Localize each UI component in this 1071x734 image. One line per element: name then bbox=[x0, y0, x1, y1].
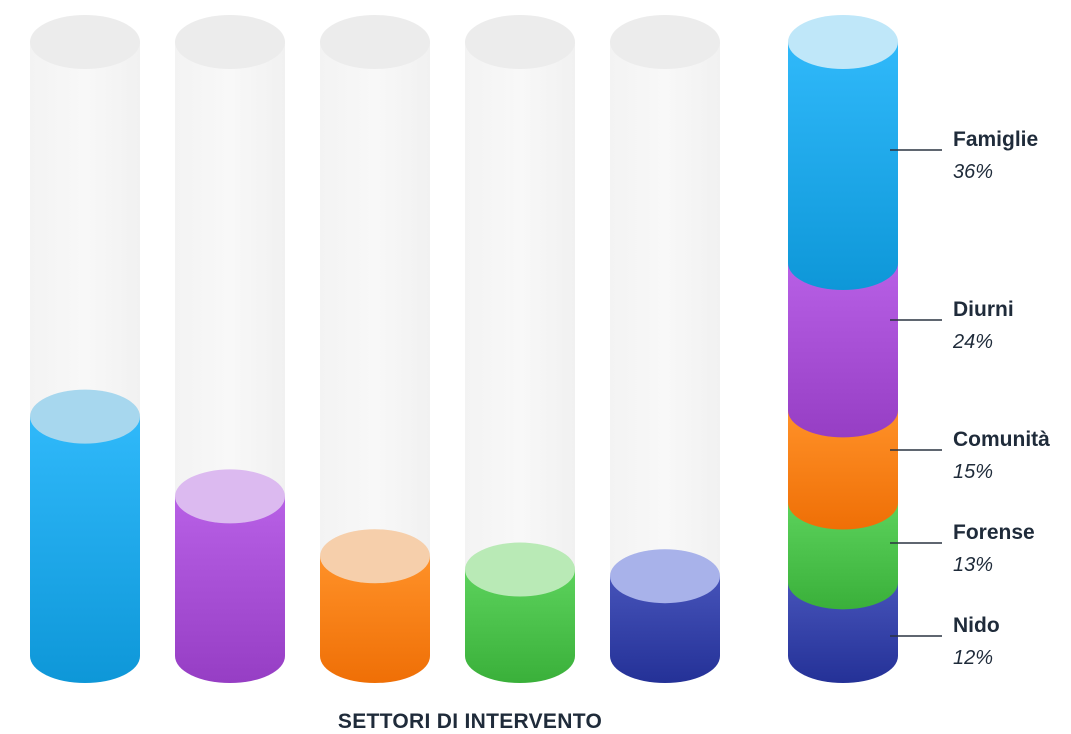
legend-value-forense: 13% bbox=[953, 554, 993, 576]
tube-body-nido bbox=[610, 42, 720, 683]
legend-value-diurni: 24% bbox=[952, 331, 993, 353]
bar-forense bbox=[465, 569, 575, 683]
bar-diurni bbox=[175, 496, 285, 683]
legend-value-comunita: 15% bbox=[953, 461, 993, 483]
tube-body-forense bbox=[465, 42, 575, 683]
stack-top-cap bbox=[788, 15, 898, 69]
legend-label-famiglie: Famiglie bbox=[953, 128, 1038, 151]
bar-nido bbox=[610, 576, 720, 683]
bar-cap-diurni bbox=[175, 469, 285, 524]
tube-top-comunita bbox=[320, 15, 430, 69]
chart-title: SETTORI DI INTERVENTO bbox=[338, 710, 602, 733]
legend-labels: Famiglie 36% Diurni 24% Comunità 15% Forense 13… bbox=[890, 128, 1050, 669]
bar-comunita bbox=[320, 556, 430, 683]
stack-segment-nido bbox=[788, 582, 898, 683]
legend-label-forense: Forense bbox=[953, 521, 1035, 544]
bar-cap-famiglie bbox=[30, 389, 140, 444]
bar-cap-comunita bbox=[320, 529, 430, 584]
legend-value-nido: 12% bbox=[953, 647, 993, 669]
tube-top-diurni bbox=[175, 15, 285, 69]
bar-famiglie bbox=[30, 416, 140, 683]
stack-segment-forense bbox=[788, 502, 898, 610]
bar-cap-nido bbox=[610, 549, 720, 604]
stacked-cylinder bbox=[788, 15, 898, 683]
stack-segment-comunita bbox=[788, 410, 898, 530]
tube-top-famiglie bbox=[30, 15, 140, 69]
stack-segment-famiglie bbox=[788, 42, 898, 291]
bar-cap-forense bbox=[465, 542, 575, 597]
tube-top-forense bbox=[465, 15, 575, 69]
cylinder-fills bbox=[30, 389, 720, 683]
legend-value-famiglie: 36% bbox=[953, 161, 993, 183]
stack-segment-diurni bbox=[788, 263, 898, 438]
tube-top-nido bbox=[610, 15, 720, 69]
legend-label-nido: Nido bbox=[953, 614, 1000, 637]
tube-body-comunita bbox=[320, 42, 430, 683]
legend-label-diurni: Diurni bbox=[953, 298, 1014, 321]
legend-label-comunita: Comunità bbox=[953, 428, 1050, 451]
